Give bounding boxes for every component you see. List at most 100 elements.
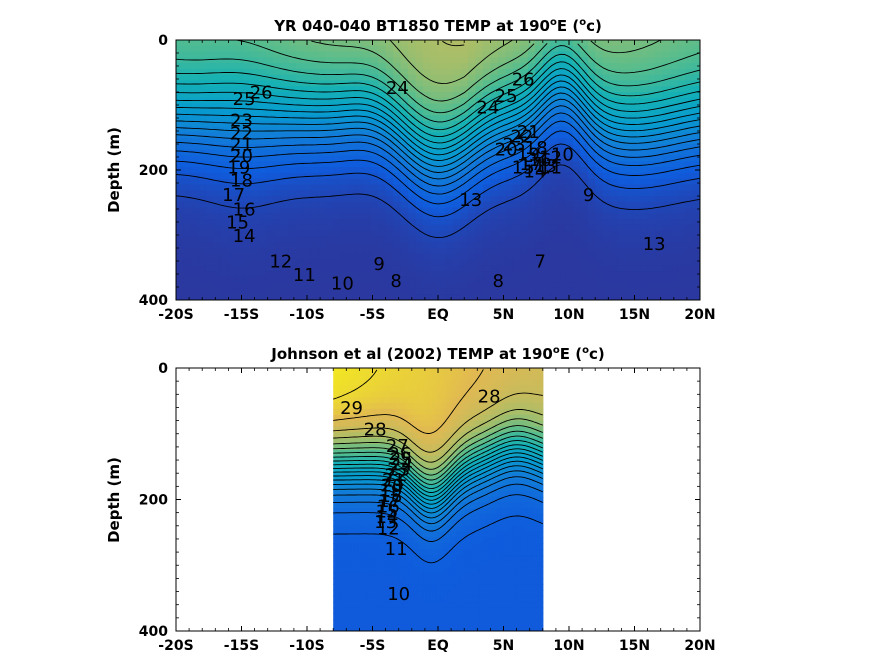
top-field-cell xyxy=(677,63,686,70)
top-field-cell xyxy=(602,120,611,128)
top-field-cell xyxy=(520,40,529,47)
top-field-cell xyxy=(670,120,679,128)
top-field-cell xyxy=(685,230,694,238)
top-field-cell xyxy=(295,265,304,272)
bot-field-cell xyxy=(345,438,349,445)
top-field-cell xyxy=(497,207,506,214)
bot-field-cell xyxy=(348,432,352,439)
top-field-cell xyxy=(685,74,694,82)
top-field-cell xyxy=(243,40,252,47)
top-field-cell xyxy=(647,45,656,53)
top-field-cell xyxy=(198,74,207,82)
bot-field-cell xyxy=(417,549,421,556)
bot-field-cell xyxy=(399,619,403,626)
top-field-cell xyxy=(378,190,387,197)
top-field-cell xyxy=(220,201,229,209)
bot-field-cell xyxy=(423,566,427,574)
top-field-cell xyxy=(273,80,282,87)
top-field-cell xyxy=(288,276,297,284)
top-field-cell xyxy=(565,224,574,232)
top-field-cell xyxy=(482,120,491,128)
bot-field-cell xyxy=(378,508,382,515)
bot-field-cell xyxy=(378,496,382,504)
bot-field-cell xyxy=(426,590,430,597)
bot-field-cell xyxy=(336,514,340,521)
top-field-cell xyxy=(550,288,559,295)
bot-field-cell xyxy=(423,403,427,410)
top-field-cell xyxy=(647,103,656,110)
top-field-cell xyxy=(280,97,289,105)
top-field-cell xyxy=(625,167,634,174)
bot-field-cell xyxy=(387,625,391,631)
top-field-cell xyxy=(385,224,394,232)
top-field-cell xyxy=(587,144,596,151)
top-field-cell xyxy=(340,184,349,191)
top-field-cell xyxy=(497,63,506,70)
bot-field-cell xyxy=(360,625,364,631)
top-field-cell xyxy=(527,109,536,116)
bot-field-cell xyxy=(333,514,337,521)
bot-field-cell xyxy=(360,373,364,381)
top-field-cell xyxy=(632,138,641,145)
bot-field-cell xyxy=(378,414,382,422)
top-field-cell xyxy=(452,282,462,290)
top-field-cell xyxy=(527,138,536,145)
top-field-cell xyxy=(617,155,626,162)
bot-field-cell xyxy=(423,420,427,428)
top-field-cell xyxy=(183,253,192,261)
bot-field-cell xyxy=(378,432,382,439)
top-field-cell xyxy=(265,97,274,105)
bot-field-cell xyxy=(408,584,412,591)
bot-field-cell xyxy=(387,595,391,603)
top-field-cell xyxy=(610,115,619,122)
bot-field-cell xyxy=(393,373,397,381)
top-field-cell xyxy=(445,224,454,232)
top-field-cell xyxy=(557,282,566,290)
bot-field-cell xyxy=(351,531,355,539)
bot-field-cell xyxy=(420,549,424,556)
top-field-cell xyxy=(460,161,469,168)
top-field-cell xyxy=(303,144,312,151)
top-field-cell xyxy=(655,253,664,261)
top-field-cell xyxy=(243,253,252,261)
top-field-cell xyxy=(385,207,394,214)
bot-field-cell xyxy=(411,537,415,544)
bot-field-cell xyxy=(387,443,391,451)
bot-field-cell xyxy=(399,531,403,539)
bot-field-cell xyxy=(405,531,409,539)
top-field-cell xyxy=(572,288,581,295)
top-field-cell xyxy=(557,149,566,157)
top-field-cell xyxy=(303,138,312,145)
top-field-cell xyxy=(595,178,604,186)
top-field-cell xyxy=(640,253,649,261)
bot-field-cell xyxy=(399,508,403,515)
bot-field-cell xyxy=(387,502,391,509)
top-field-cell xyxy=(176,190,185,197)
bot-field-cell xyxy=(372,519,376,527)
top-field-cell xyxy=(318,207,327,214)
bot-field-cell xyxy=(414,607,418,615)
top-field-cell xyxy=(190,201,200,209)
top-field-cell xyxy=(213,224,222,232)
top-field-cell xyxy=(452,276,462,284)
top-field-cell xyxy=(176,63,185,70)
top-field-cell xyxy=(190,242,200,249)
top-field-cell xyxy=(408,115,417,122)
bot-field-cell xyxy=(420,543,424,550)
bot-field-cell xyxy=(432,473,436,480)
top-field-cell xyxy=(243,109,252,116)
bot-field-cell xyxy=(429,391,433,398)
bot-field-cell xyxy=(369,514,373,521)
top-field-cell xyxy=(535,45,544,53)
top-field-cell xyxy=(190,271,200,278)
top-field-cell xyxy=(438,248,447,255)
top-field-cell xyxy=(647,259,656,266)
bot-field-cell xyxy=(411,555,415,562)
top-field-cell xyxy=(220,196,229,203)
bot-field-cell xyxy=(417,590,421,597)
bot-field-cell xyxy=(372,537,376,544)
bot-field-cell xyxy=(363,578,367,585)
top-field-cell xyxy=(213,271,222,278)
bot-field-cell xyxy=(405,496,409,504)
top-field-cell xyxy=(220,248,229,255)
